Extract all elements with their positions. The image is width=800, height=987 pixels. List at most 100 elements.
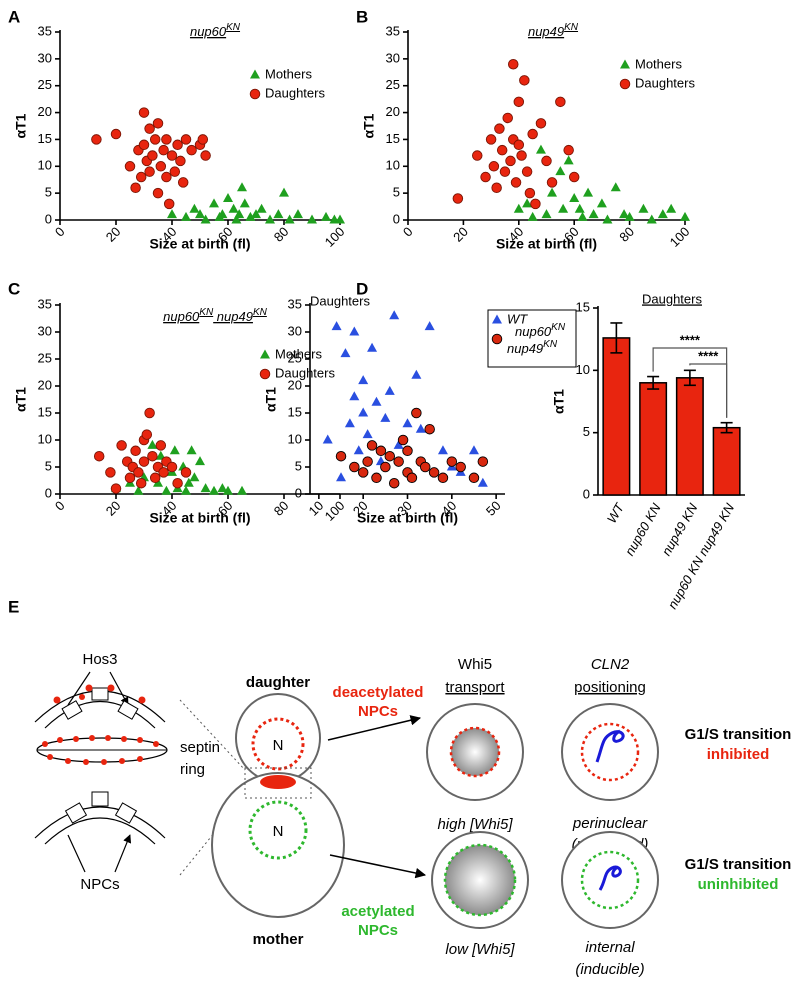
point: [147, 450, 158, 462]
point: [260, 349, 270, 359]
point: [358, 407, 369, 417]
point: [239, 198, 250, 208]
point: [380, 412, 391, 422]
y-tick-label: 0: [45, 211, 52, 226]
whi5-state: high [Whi5]: [437, 816, 513, 833]
header: CLN2: [591, 656, 630, 673]
nucleus: [580, 850, 640, 910]
point: [133, 467, 144, 478]
header: positioning: [574, 679, 646, 696]
point: [130, 182, 141, 194]
point: [574, 203, 585, 213]
significance-label: ****: [698, 348, 719, 363]
nucleus: [449, 726, 501, 778]
point: [563, 144, 574, 156]
point: [657, 209, 668, 219]
point: [166, 461, 178, 473]
hos3-label: Hos3: [82, 651, 117, 668]
x-tick-label: 20: [103, 224, 124, 245]
panel-label: A: [8, 7, 20, 26]
point: [195, 209, 205, 219]
point: [424, 321, 435, 331]
y-tick-label: 30: [386, 50, 400, 65]
point: [367, 342, 378, 352]
y-tick-label: 15: [38, 131, 52, 146]
y-tick-label: 30: [38, 50, 52, 65]
point: [568, 171, 580, 183]
deacetylated-label: deacetylated: [333, 684, 424, 701]
point: [161, 134, 172, 145]
x-tick-label: 50: [483, 498, 504, 519]
daughter-label: daughter: [246, 674, 310, 691]
point: [519, 75, 530, 86]
point: [335, 214, 345, 224]
point: [397, 434, 409, 446]
point: [541, 155, 552, 167]
envelope: [34, 806, 166, 845]
y-tick-label: 5: [295, 458, 302, 473]
x-axis-label: Size at birth (fl): [149, 510, 250, 526]
npcs-label: NPCs: [80, 876, 119, 893]
x-tick-label: 100: [322, 498, 348, 524]
chart-title: Daughters: [310, 293, 370, 308]
point: [180, 467, 192, 478]
y-tick-label: 15: [576, 299, 590, 314]
point: [186, 445, 197, 455]
cell: [561, 831, 659, 929]
point: [155, 161, 167, 172]
npc: [91, 687, 109, 701]
point: [596, 198, 607, 208]
point: [491, 333, 503, 345]
point: [110, 483, 122, 494]
point: [256, 203, 267, 213]
point: [175, 155, 186, 167]
whi5-state: low [Whi5]: [445, 941, 515, 958]
point: [250, 69, 260, 79]
outcome: G1/S transition: [685, 726, 792, 743]
point: [152, 118, 164, 129]
septin: [260, 775, 296, 789]
point: [468, 445, 479, 455]
x-tick-label: 0: [52, 498, 68, 514]
y-tick-label: 15: [386, 131, 400, 146]
y-tick-label: 0: [45, 485, 52, 500]
y-tick-label: 0: [393, 211, 400, 226]
point: [494, 123, 505, 134]
gene: [598, 865, 622, 891]
point: [155, 440, 167, 451]
point: [336, 472, 347, 482]
point: [491, 182, 502, 194]
npc: [117, 700, 139, 720]
point: [646, 214, 657, 224]
point: [411, 407, 422, 419]
chart-title-text: nup60: [190, 24, 227, 39]
arrow: [67, 671, 128, 705]
y-tick-label: 20: [288, 377, 302, 392]
point: [380, 461, 391, 473]
x-tick-label: 80: [616, 224, 637, 245]
point: [610, 182, 621, 192]
point: [186, 144, 197, 156]
point: [499, 166, 511, 177]
x-tick-label: WT: [604, 500, 628, 526]
point: [138, 107, 150, 118]
septin-label: septin: [180, 739, 220, 756]
point: [496, 144, 508, 156]
point: [362, 429, 373, 439]
point: [555, 166, 566, 176]
point: [273, 209, 284, 219]
point: [620, 59, 630, 69]
y-tick-label: 35: [288, 296, 302, 311]
point: [393, 439, 404, 449]
legend-label: Daughters: [275, 365, 335, 380]
point: [307, 214, 317, 224]
point: [402, 418, 413, 428]
point: [480, 171, 491, 183]
point: [340, 348, 351, 358]
point: [516, 150, 527, 161]
y-axis-label: αT1: [551, 389, 567, 414]
point: [217, 483, 228, 493]
point: [249, 88, 261, 100]
y-tick-label: 25: [288, 350, 302, 365]
panel-label: C: [8, 279, 20, 298]
